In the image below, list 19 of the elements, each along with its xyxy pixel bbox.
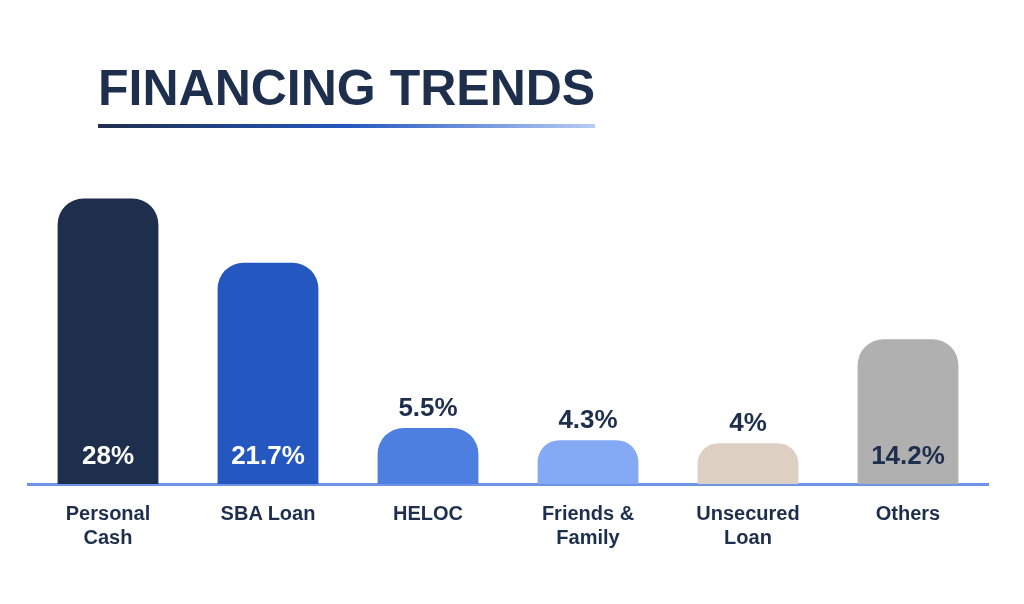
data-label: 21.7% (231, 440, 305, 471)
bar (377, 427, 479, 484)
chart-title: FINANCING TRENDS (98, 59, 596, 118)
x-tick-label: HELOC (393, 501, 463, 524)
data-label: 4% (729, 407, 767, 438)
bar (57, 198, 159, 484)
x-tick-label: SBA Loan (220, 501, 316, 524)
bar (217, 262, 319, 484)
data-label: 28% (81, 440, 135, 471)
bar (537, 440, 639, 484)
data-label: 5.5% (398, 392, 458, 423)
data-label: 14.2% (871, 440, 945, 471)
x-tick-label: Friends & Family (541, 501, 635, 548)
x-tick-label: Unsecured Loan (696, 501, 800, 548)
x-tick-label: Personal Cash (65, 501, 151, 548)
x-tick-label: Others (875, 501, 941, 524)
bar (857, 339, 959, 484)
data-label: 4.3% (558, 404, 618, 435)
bar (697, 443, 799, 484)
